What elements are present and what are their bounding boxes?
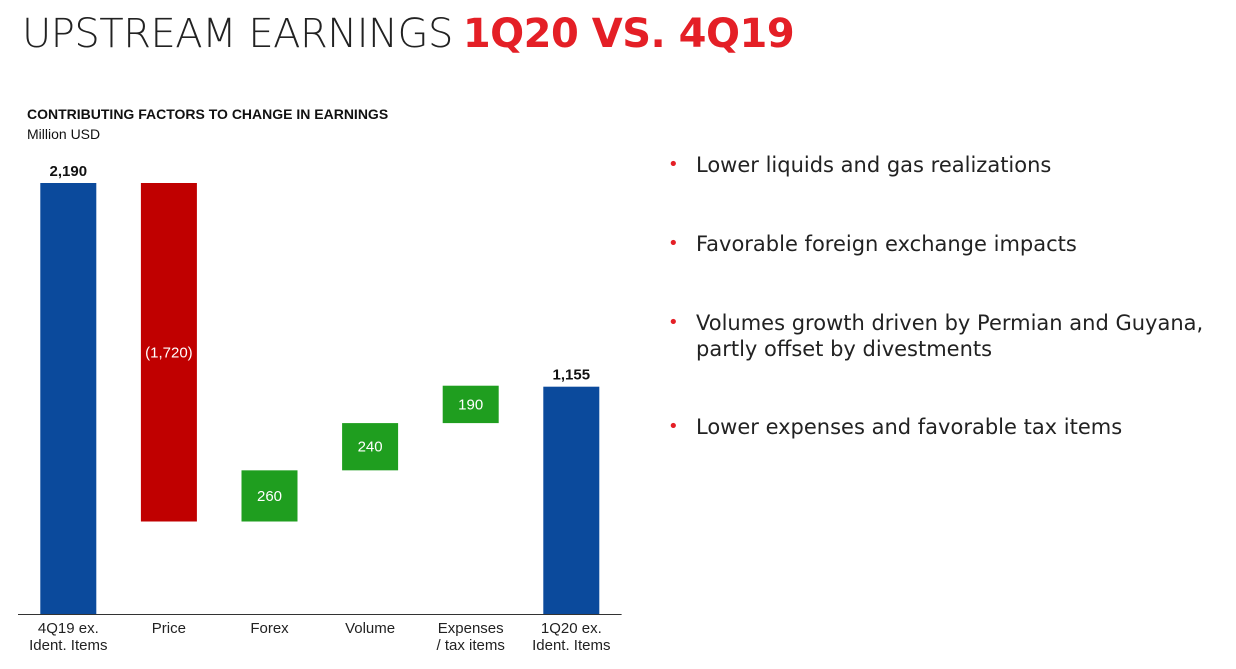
category-label: 4Q19 ex.: [38, 620, 99, 637]
data-label: 2,190: [50, 163, 88, 180]
waterfall-bar: [543, 386, 600, 614]
bullet-item: • Lower expenses and favorable tax items: [668, 414, 1216, 440]
waterfall-bar: [342, 423, 399, 471]
bullet-item: • Lower liquids and gas realizations: [668, 152, 1216, 178]
chart-unit: Million USD: [27, 126, 101, 142]
category-label: Ident. Items: [29, 637, 107, 654]
bullet-text: Favorable foreign exchange impacts: [696, 232, 1077, 256]
waterfall-bar: [442, 385, 499, 424]
waterfall-bar: [241, 470, 298, 522]
data-label: 1,155: [553, 367, 591, 384]
category-label: Volume: [345, 620, 395, 637]
waterfall-bar: [140, 183, 197, 522]
bullet-dot-icon: •: [668, 154, 679, 175]
data-label: 190: [458, 396, 483, 413]
category-label: Forex: [250, 620, 289, 637]
category-label: Expenses: [438, 620, 504, 637]
bullet-item: • Favorable foreign exchange impacts: [668, 231, 1216, 257]
bullet-dot-icon: •: [668, 233, 679, 254]
bullet-text: Volumes growth driven by Permian and Guy…: [696, 311, 1204, 361]
bullet-dot-icon: •: [668, 416, 679, 437]
waterfall-bar: [40, 183, 97, 614]
data-label: 240: [358, 439, 383, 456]
data-label: (1,720): [145, 344, 193, 361]
category-label: 1Q20 ex.: [541, 620, 602, 637]
page-title: UPSTREAM EARNINGS 1Q20 VS. 4Q19: [22, 6, 795, 62]
page-title-main: UPSTREAM EARNINGS: [22, 11, 453, 57]
chart-title: CONTRIBUTING FACTORS TO CHANGE IN EARNIN…: [27, 106, 389, 122]
bullet-item: • Volumes growth driven by Permian and Gu…: [668, 310, 1216, 362]
page-title-accent: 1Q20 VS. 4Q19: [462, 11, 795, 57]
data-label: 260: [257, 488, 282, 505]
category-label: Ident. Items: [532, 637, 610, 654]
bullet-text: Lower expenses and favorable tax items: [696, 415, 1123, 439]
category-label: Price: [152, 620, 186, 637]
category-label: / tax items: [437, 637, 505, 654]
bullet-dot-icon: •: [668, 312, 679, 333]
bullet-text: Lower liquids and gas realizations: [696, 153, 1052, 177]
